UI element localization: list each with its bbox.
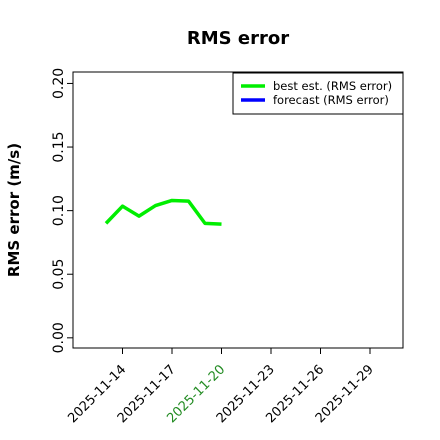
legend-label: best est. (RMS error) (273, 79, 392, 93)
chart-title: RMS error (187, 28, 289, 49)
y-tick-label: 0.10 (51, 195, 67, 226)
y-tick-label: 0.15 (51, 131, 67, 162)
y-tick-label: 0.05 (51, 259, 67, 290)
y-tick-label: 0.20 (51, 68, 67, 99)
legend-box (232, 72, 404, 115)
data-line (104, 198, 222, 226)
y-axis-label: RMS error (m/s) (5, 143, 23, 277)
plot-frame (72, 71, 404, 349)
legend-label: forecast (RMS error) (273, 93, 389, 107)
y-tick-label: 0.00 (51, 322, 67, 353)
